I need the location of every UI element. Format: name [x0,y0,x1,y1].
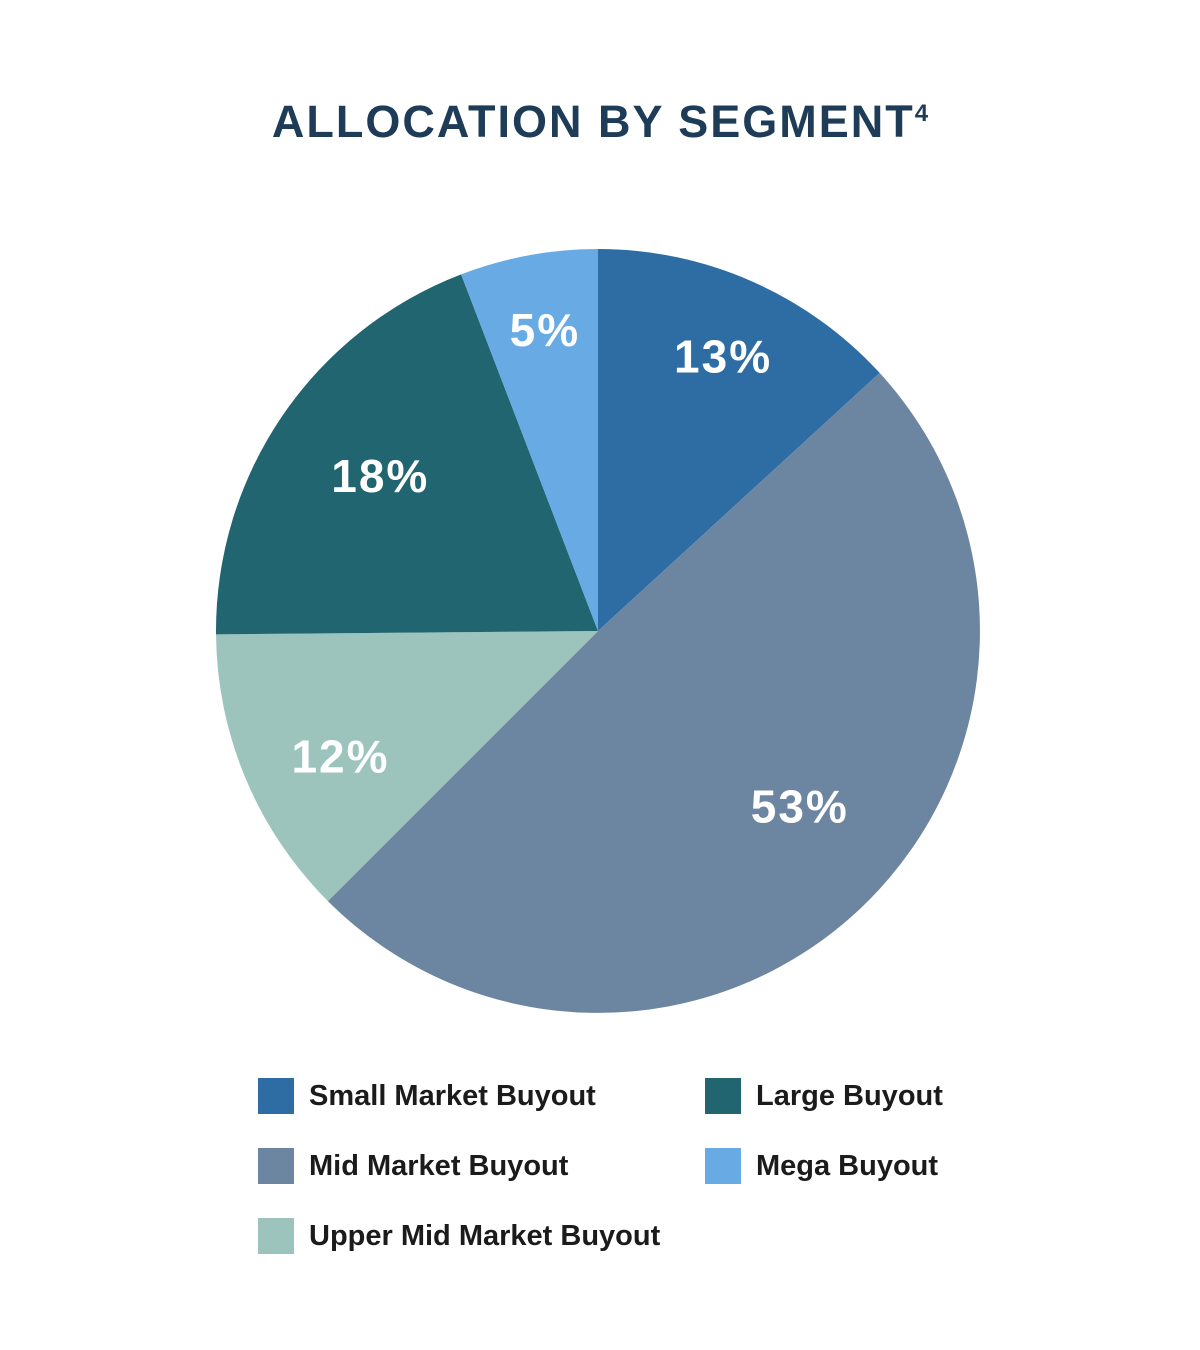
legend-item-mega-buyout: Mega Buyout [705,1148,978,1184]
legend-item-mid-market-buyout: Mid Market Buyout [258,1148,705,1184]
pie-slice-mid-market-buyout [327,372,980,1013]
pie-slice-mega-buyout [461,249,598,631]
legend-swatch-small-market-buyout [258,1078,294,1114]
pie-slice-upper-mid-market-buyout [216,631,598,902]
chart-title: ALLOCATION BY SEGMENT4 [0,96,1200,148]
pie-slice-value-label-large-buyout: 18% [331,450,429,502]
legend-label-upper-mid-market-buyout: Upper Mid Market Buyout [309,1219,661,1252]
pie-slice-value-label-upper-mid-market-buyout: 12% [291,731,389,783]
chart-title-text: ALLOCATION BY SEGMENT [271,96,915,147]
pie-chart: 13% 53% 12% 18% 5% [215,249,980,1013]
legend-swatch-upper-mid-market-buyout [258,1218,294,1254]
footnote-marker-superscript: 4 [914,100,929,127]
legend-item-upper-mid-market-buyout: Upper Mid Market Buyout [258,1218,705,1254]
legend-item-large-buyout: Large Buyout [705,1078,978,1114]
pie-slice-value-label-mega-buyout: 5% [510,304,580,356]
legend-label-mega-buyout: Mega Buyout [756,1149,939,1182]
pie-slice-large-buyout [215,274,598,635]
legend: Small Market Buyout Large Buyout Mid Marke… [258,1078,978,1254]
legend-label-mid-market-buyout: Mid Market Buyout [309,1149,569,1182]
legend-swatch-mega-buyout [705,1148,741,1184]
legend-label-large-buyout: Large Buyout [756,1079,943,1112]
legend-swatch-mid-market-buyout [258,1148,294,1184]
pie-slice-value-label-small-market-buyout: 13% [674,331,772,383]
legend-label-small-market-buyout: Small Market Buyout [309,1079,596,1112]
pie-slice-small-market-buyout [598,249,880,631]
pie-slice-value-label-mid-market-buyout: 53% [751,781,849,833]
legend-swatch-large-buyout [705,1078,741,1114]
legend-item-small-market-buyout: Small Market Buyout [258,1078,705,1114]
